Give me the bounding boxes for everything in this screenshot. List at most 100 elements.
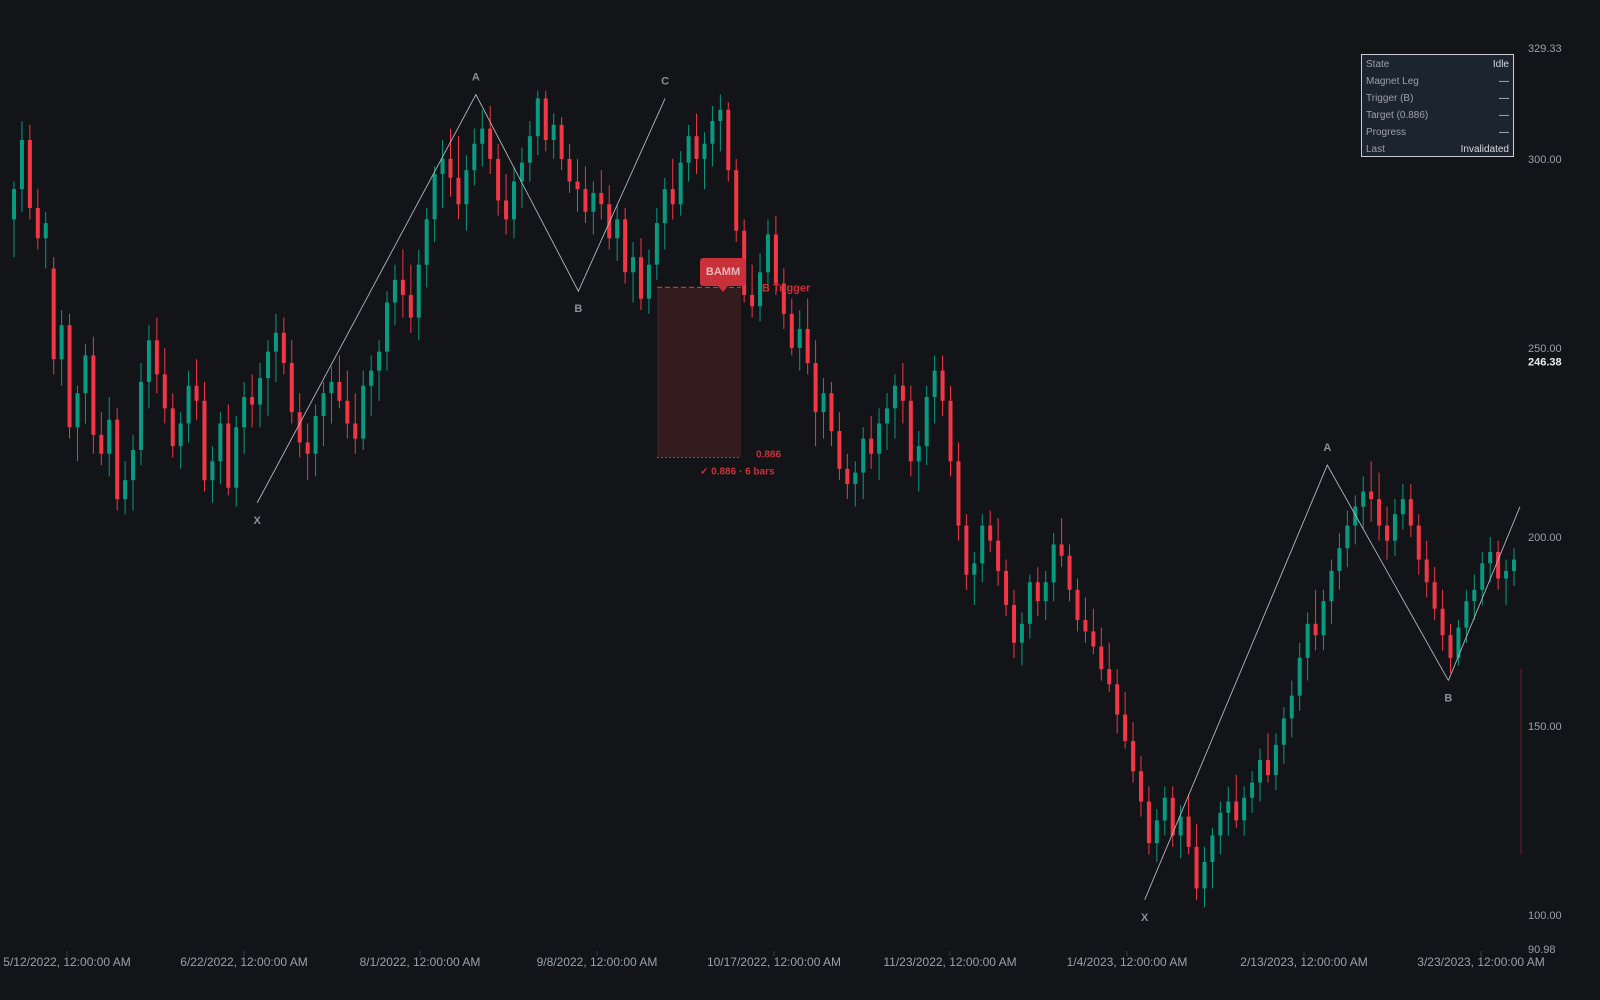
candle[interactable] bbox=[527, 121, 532, 182]
candle[interactable] bbox=[146, 325, 151, 409]
candle[interactable] bbox=[1027, 574, 1032, 639]
candle[interactable] bbox=[1369, 461, 1374, 522]
candle[interactable] bbox=[750, 264, 755, 318]
candle[interactable] bbox=[1083, 597, 1088, 643]
candle[interactable] bbox=[1115, 669, 1120, 734]
candle[interactable] bbox=[321, 381, 326, 447]
candle[interactable] bbox=[734, 158, 739, 243]
candle[interactable] bbox=[948, 385, 953, 477]
candle[interactable] bbox=[408, 264, 413, 333]
candle[interactable] bbox=[559, 117, 564, 171]
candle[interactable] bbox=[464, 155, 469, 231]
candle[interactable] bbox=[1210, 827, 1215, 889]
candle[interactable] bbox=[710, 105, 715, 167]
candle[interactable] bbox=[361, 370, 366, 450]
candle[interactable] bbox=[956, 442, 961, 541]
candle[interactable] bbox=[1273, 733, 1278, 791]
candle[interactable] bbox=[1218, 801, 1223, 855]
candle[interactable] bbox=[1012, 589, 1016, 658]
candle[interactable] bbox=[400, 249, 405, 318]
candle[interactable] bbox=[1345, 510, 1350, 568]
candle[interactable] bbox=[1440, 589, 1445, 651]
candle[interactable] bbox=[1424, 540, 1429, 598]
candle[interactable] bbox=[265, 340, 270, 416]
candle[interactable] bbox=[67, 313, 72, 439]
candle[interactable] bbox=[567, 143, 572, 193]
candle[interactable] bbox=[472, 128, 477, 186]
candle[interactable] bbox=[940, 355, 945, 416]
candle[interactable] bbox=[1472, 574, 1477, 621]
candle[interactable] bbox=[210, 446, 215, 503]
candle[interactable] bbox=[1456, 620, 1461, 666]
candle[interactable] bbox=[924, 385, 929, 466]
candle[interactable] bbox=[313, 404, 318, 477]
candle[interactable] bbox=[345, 370, 350, 439]
candle[interactable] bbox=[996, 517, 1001, 587]
candle[interactable] bbox=[821, 378, 826, 439]
candle[interactable] bbox=[305, 423, 310, 481]
candle[interactable] bbox=[1051, 533, 1056, 602]
candle[interactable] bbox=[1432, 567, 1437, 621]
candle[interactable] bbox=[694, 113, 699, 174]
candle[interactable] bbox=[980, 514, 985, 583]
candle[interactable] bbox=[1448, 623, 1453, 673]
candle[interactable] bbox=[75, 385, 80, 462]
candle[interactable] bbox=[1242, 786, 1247, 836]
candle[interactable] bbox=[1170, 786, 1175, 847]
candle[interactable] bbox=[1416, 514, 1421, 575]
candle[interactable] bbox=[250, 374, 255, 428]
candle[interactable] bbox=[853, 461, 858, 507]
candle[interactable] bbox=[972, 552, 977, 605]
candle[interactable] bbox=[797, 310, 802, 371]
candle[interactable] bbox=[623, 208, 628, 284]
candle[interactable] bbox=[218, 412, 223, 484]
candle[interactable] bbox=[392, 264, 397, 326]
candle[interactable] bbox=[99, 412, 104, 466]
candle[interactable] bbox=[908, 385, 913, 477]
candle[interactable] bbox=[123, 461, 128, 515]
candle[interactable] bbox=[551, 113, 556, 159]
candle[interactable] bbox=[1091, 608, 1096, 655]
candle[interactable] bbox=[765, 219, 770, 292]
candle[interactable] bbox=[258, 363, 263, 428]
candle[interactable] bbox=[337, 355, 342, 409]
candle[interactable] bbox=[631, 242, 636, 303]
candle[interactable] bbox=[813, 340, 818, 447]
candle[interactable] bbox=[837, 412, 842, 481]
candle[interactable] bbox=[932, 355, 937, 424]
candle[interactable] bbox=[1226, 786, 1231, 836]
candle[interactable] bbox=[702, 132, 707, 190]
candle[interactable] bbox=[504, 173, 509, 235]
candle[interactable] bbox=[424, 208, 429, 288]
candle[interactable] bbox=[456, 136, 461, 220]
candle[interactable] bbox=[194, 359, 199, 420]
candle[interactable] bbox=[480, 109, 485, 167]
candle[interactable] bbox=[1329, 559, 1334, 624]
candle[interactable] bbox=[1067, 544, 1072, 602]
candle[interactable] bbox=[297, 393, 302, 458]
candle[interactable] bbox=[1408, 483, 1413, 537]
candle[interactable] bbox=[27, 124, 32, 220]
candle[interactable] bbox=[1289, 680, 1294, 738]
candle[interactable] bbox=[234, 415, 239, 507]
candle[interactable] bbox=[1099, 627, 1104, 681]
candle[interactable] bbox=[900, 363, 905, 424]
candle[interactable] bbox=[162, 347, 167, 424]
candle[interactable] bbox=[726, 102, 731, 182]
candle[interactable] bbox=[51, 257, 56, 375]
candle[interactable] bbox=[1131, 722, 1136, 783]
candle[interactable] bbox=[646, 249, 651, 314]
candle[interactable] bbox=[662, 177, 667, 250]
candle[interactable] bbox=[1305, 612, 1310, 681]
candle[interactable] bbox=[1043, 570, 1048, 621]
candle[interactable] bbox=[1186, 793, 1191, 855]
candle[interactable] bbox=[1202, 846, 1207, 908]
candle[interactable] bbox=[1488, 536, 1493, 583]
candle[interactable] bbox=[1504, 559, 1509, 605]
candle[interactable] bbox=[1281, 706, 1286, 764]
candle[interactable] bbox=[599, 170, 604, 220]
candle[interactable] bbox=[448, 128, 453, 197]
candle[interactable] bbox=[202, 381, 207, 492]
candle[interactable] bbox=[1464, 589, 1469, 643]
candle[interactable] bbox=[535, 90, 540, 156]
